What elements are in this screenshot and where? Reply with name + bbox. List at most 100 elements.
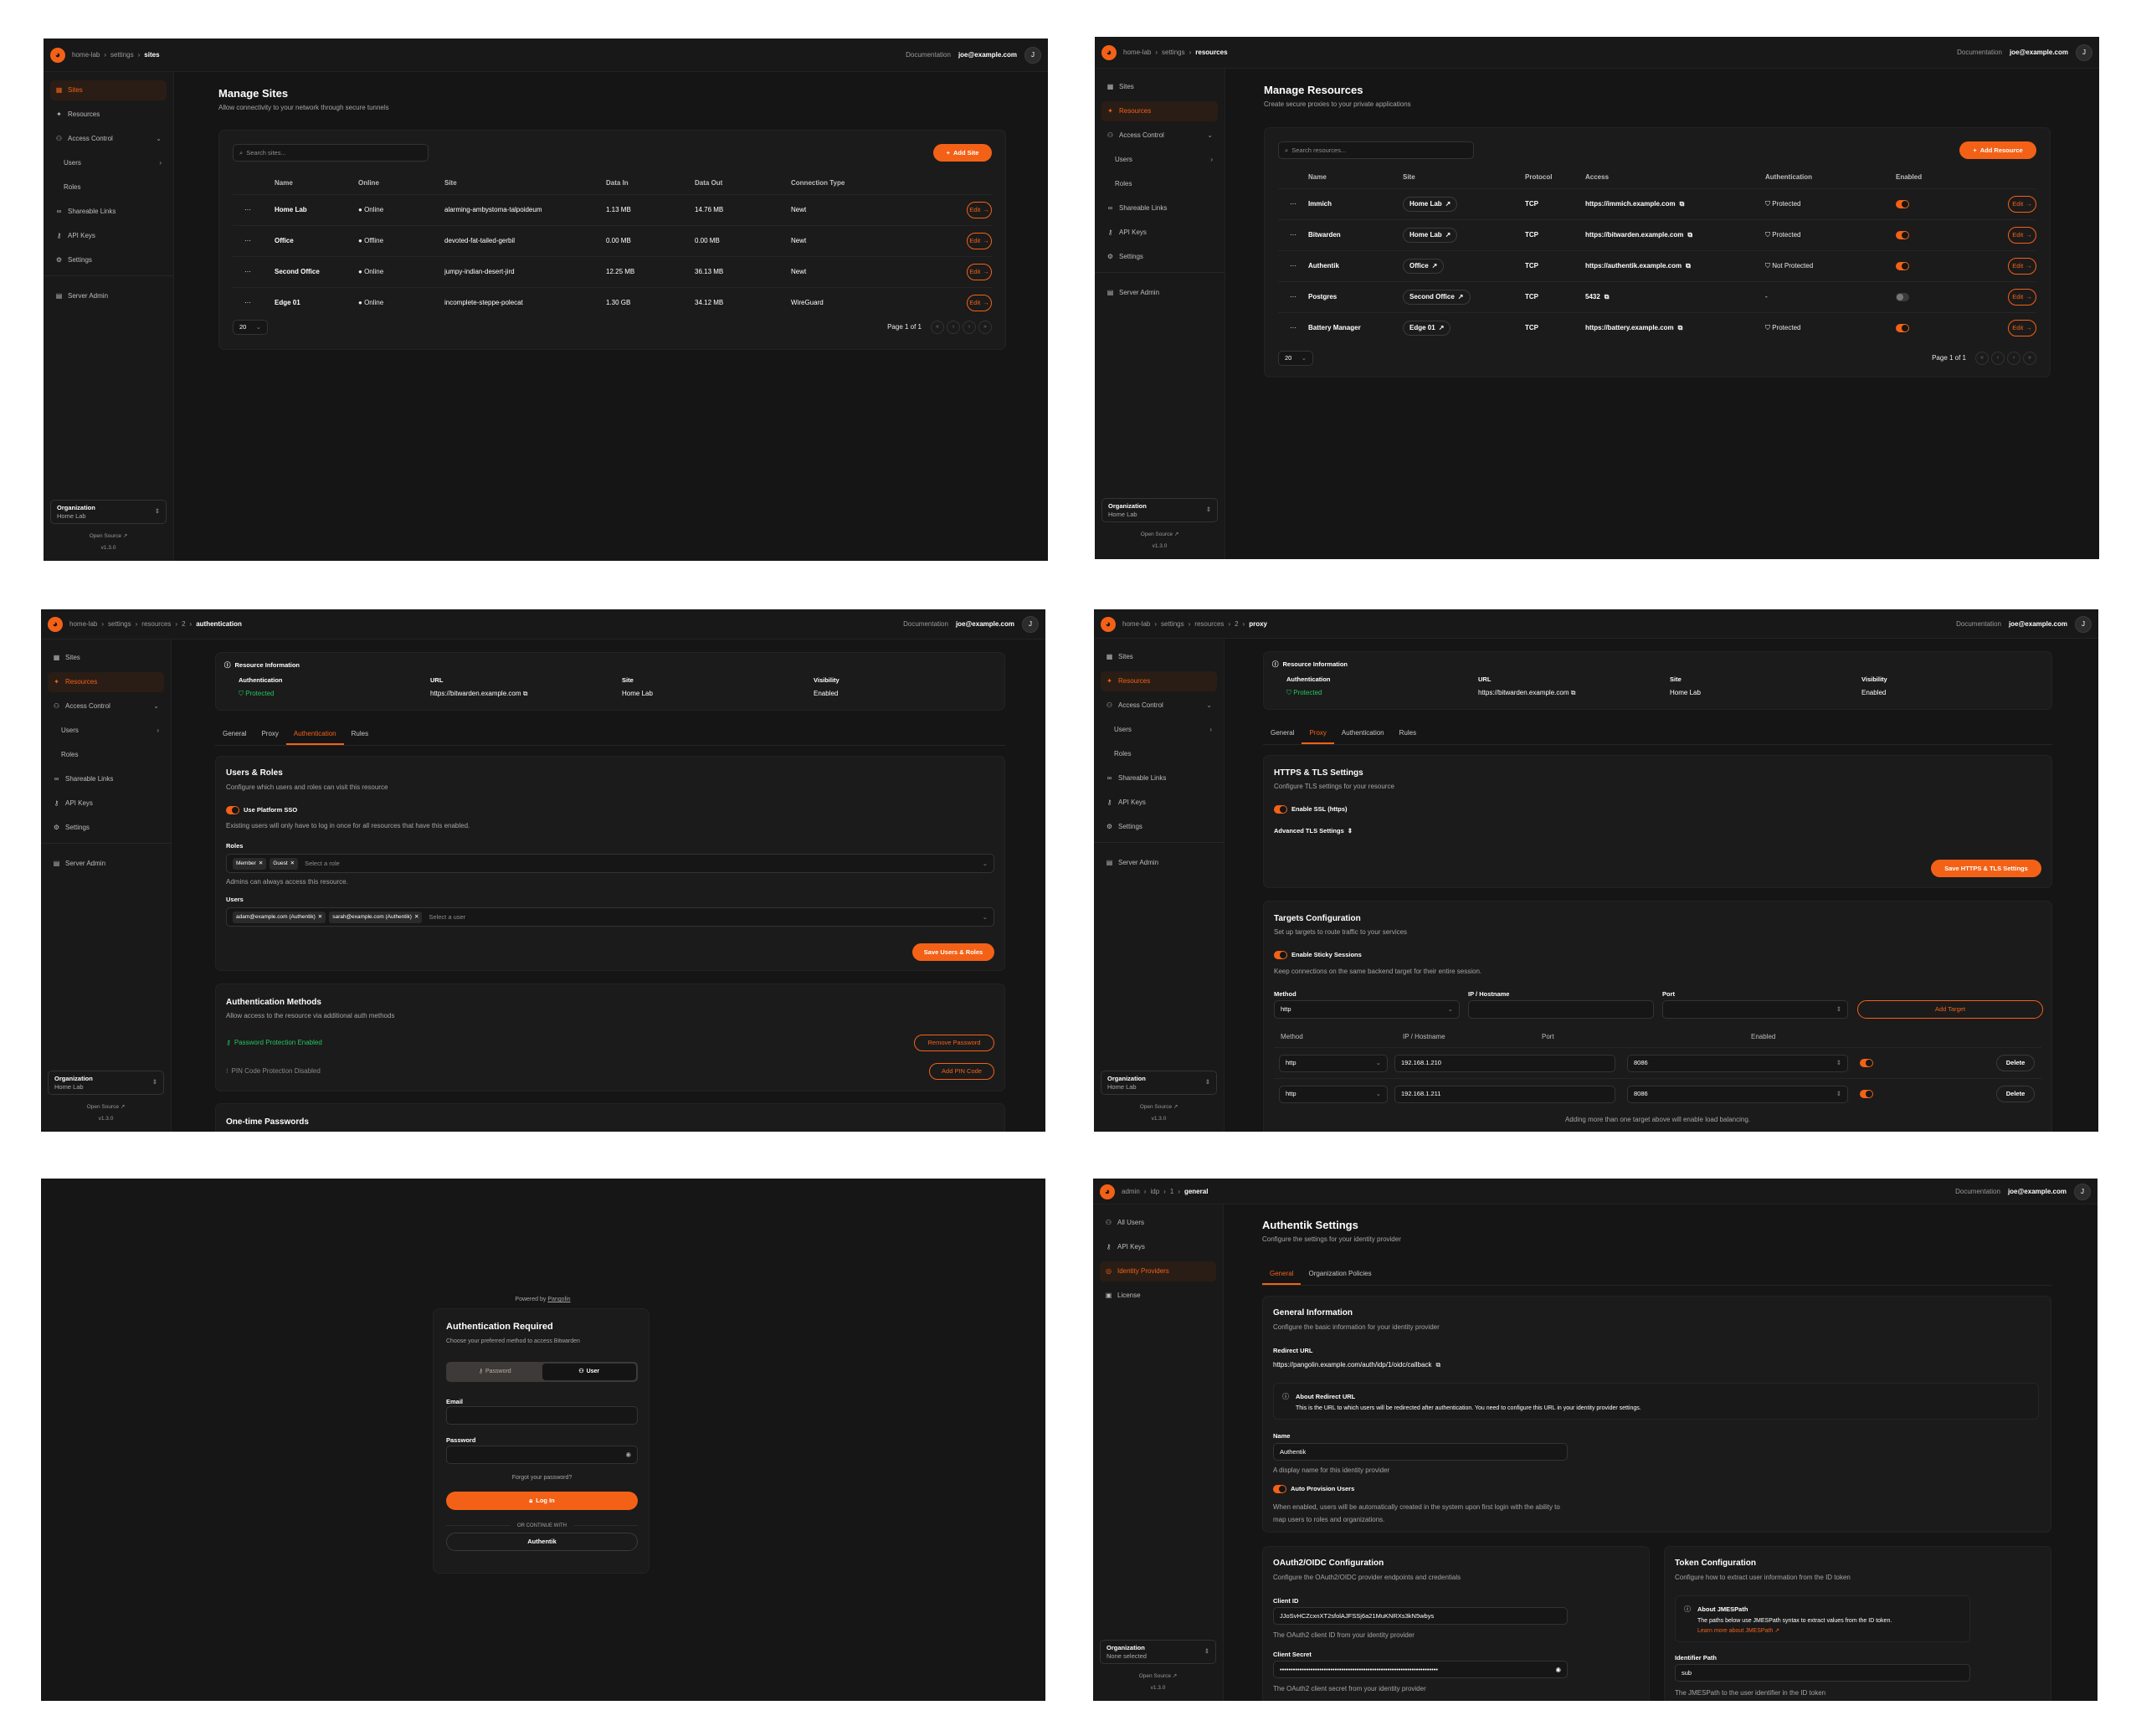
eye-icon[interactable]: ◉: [625, 1451, 631, 1458]
tab-organization-policies[interactable]: Organization Policies: [1308, 1270, 1372, 1277]
avatar[interactable]: J: [2075, 615, 2092, 633]
sidebar-item-resources[interactable]: ✦ Resources: [50, 105, 167, 125]
port-input[interactable]: ⇕: [1662, 1000, 1848, 1019]
user-email[interactable]: joe@example.com: [2008, 619, 2067, 628]
column-header[interactable]: Online: [358, 179, 379, 187]
sidebar-item-identity-providers[interactable]: ◎ Identity Providers: [1100, 1261, 1216, 1281]
documentation-link[interactable]: Documentation: [1957, 49, 2002, 56]
auto-provision-toggle[interactable]: [1273, 1485, 1286, 1493]
first-page-icon[interactable]: «: [931, 321, 944, 334]
page-size-select[interactable]: 20 ⌄: [233, 320, 268, 335]
copy-icon[interactable]: ⧉: [1677, 324, 1683, 331]
enabled-toggle[interactable]: [1896, 199, 1909, 208]
remove-password-button[interactable]: Remove Password: [914, 1035, 994, 1051]
remove-tag-icon[interactable]: ✕: [317, 913, 323, 920]
tab-proxy[interactable]: Proxy: [261, 730, 279, 737]
delete-target-button[interactable]: Delete: [1996, 1086, 2035, 1102]
copy-icon[interactable]: ⧉: [1679, 200, 1685, 208]
user-email[interactable]: joe@example.com: [2009, 49, 2068, 56]
sidebar-item-users[interactable]: Users ›: [1101, 150, 1218, 170]
add-pin-button[interactable]: Add PIN Code: [929, 1063, 994, 1080]
platform-sso-toggle[interactable]: [226, 806, 239, 814]
edit-button[interactable]: Edit →: [967, 233, 992, 249]
add-target-button[interactable]: Add Target: [1857, 1000, 2043, 1019]
organization-selector[interactable]: Organization Home Lab ⇕: [1101, 1071, 1217, 1095]
ip-input[interactable]: 192.168.1.211: [1394, 1085, 1615, 1103]
sidebar-item-api-keys[interactable]: ⚷ API Keys: [1100, 1237, 1216, 1257]
edit-button[interactable]: Edit →: [967, 295, 992, 311]
enabled-toggle[interactable]: [1896, 230, 1909, 239]
site-link[interactable]: Home Lab ↗: [1403, 197, 1458, 212]
breadcrumb-item[interactable]: resources: [1194, 619, 1225, 628]
ip-input[interactable]: 192.168.1.210: [1394, 1054, 1615, 1072]
sidebar-item-users[interactable]: Users ›: [48, 721, 164, 741]
edit-button[interactable]: Edit →: [2008, 289, 2036, 306]
breadcrumb-item[interactable]: admin: [1122, 1187, 1140, 1195]
remove-tag-icon[interactable]: ✕: [258, 860, 264, 866]
ssl-toggle[interactable]: [1274, 805, 1287, 814]
edit-button[interactable]: Edit →: [2008, 227, 2036, 244]
identifier-path-input[interactable]: sub: [1675, 1664, 1970, 1682]
prev-page-icon[interactable]: ‹: [947, 321, 960, 334]
breadcrumb-item[interactable]: 2: [182, 620, 186, 628]
open-source-link[interactable]: Open Source ↗: [44, 531, 173, 542]
logo[interactable]: ◕: [1101, 45, 1117, 60]
advanced-tls-toggle[interactable]: Advanced TLS Settings ⇕: [1274, 827, 1353, 835]
sidebar-item-access-control[interactable]: ⚇ Access Control ⌄: [1101, 696, 1217, 716]
sidebar-item-server-admin[interactable]: ▤ Server Admin: [48, 854, 164, 874]
documentation-link[interactable]: Documentation: [906, 51, 951, 59]
column-header[interactable]: Name: [275, 179, 293, 187]
sidebar-item-settings[interactable]: ⚙ Settings: [1101, 247, 1218, 267]
column-header[interactable]: Connection Type: [791, 179, 845, 187]
row-actions-icon[interactable]: ···: [244, 268, 251, 275]
user-email[interactable]: joe@example.com: [955, 620, 1014, 628]
logo[interactable]: ◕: [50, 48, 65, 63]
breadcrumb-item[interactable]: home-lab: [1123, 49, 1152, 56]
sidebar-item-users[interactable]: Users ›: [1101, 720, 1217, 740]
column-header[interactable]: Data In: [606, 179, 629, 187]
save-users-roles-button[interactable]: Save Users & Roles: [912, 943, 994, 961]
sidebar-item-settings[interactable]: ⚙ Settings: [50, 250, 167, 270]
email-field[interactable]: [446, 1406, 638, 1425]
remove-tag-icon[interactable]: ✕: [290, 860, 295, 866]
sidebar-item-api-keys[interactable]: ⚷ API Keys: [50, 226, 167, 246]
documentation-link[interactable]: Documentation: [1955, 1187, 2000, 1195]
password-field[interactable]: ◉: [446, 1446, 638, 1464]
sidebar-item-settings[interactable]: ⚙ Settings: [1101, 817, 1217, 837]
sidebar-item-access-control[interactable]: ⚇ Access Control ⌄: [50, 129, 167, 149]
copy-icon[interactable]: ⧉: [1435, 1361, 1441, 1369]
users-select[interactable]: adam@example.com (Authentik) ✕ sarah@examp…: [226, 907, 994, 927]
add-resource-button[interactable]: + Add Resource: [1959, 141, 2036, 159]
sidebar-item-shareable-links[interactable]: ∞ Shareable Links: [1101, 768, 1217, 788]
breadcrumb-item[interactable]: settings: [108, 620, 131, 628]
tab-general[interactable]: General: [1271, 729, 1295, 737]
breadcrumb-item[interactable]: settings: [1161, 619, 1184, 628]
site-link[interactable]: Edge 01 ↗: [1403, 321, 1451, 336]
pangolin-link[interactable]: Pangolin: [547, 1297, 571, 1302]
sidebar-item-roles[interactable]: Roles: [48, 745, 164, 765]
logo[interactable]: ◕: [48, 617, 63, 632]
port-input[interactable]: 8086 ⇕: [1627, 1054, 1848, 1072]
open-source-link[interactable]: Open Source ↗: [1094, 1102, 1224, 1113]
tab-authentication[interactable]: Authentication: [1341, 729, 1384, 737]
roles-select[interactable]: Member ✕ Guest ✕ Select a role ⌄: [226, 854, 994, 873]
sidebar-item-api-keys[interactable]: ⚷ API Keys: [1101, 223, 1218, 243]
row-actions-icon[interactable]: ···: [244, 237, 251, 244]
tab-rules[interactable]: Rules: [1399, 729, 1417, 737]
edit-button[interactable]: Edit →: [967, 264, 992, 280]
remove-tag-icon[interactable]: ✕: [413, 913, 419, 920]
avatar[interactable]: J: [1022, 616, 1039, 633]
organization-selector[interactable]: Organization Home Lab ⇕: [50, 500, 167, 524]
sidebar-item-resources[interactable]: ✦ Resources: [1101, 101, 1218, 121]
breadcrumb-item[interactable]: resources: [141, 620, 172, 628]
copy-icon[interactable]: ⧉: [1604, 293, 1610, 300]
avatar[interactable]: J: [2074, 1183, 2091, 1200]
sidebar-item-settings[interactable]: ⚙ Settings: [48, 818, 164, 838]
row-actions-icon[interactable]: ···: [1290, 324, 1296, 331]
login-button[interactable]: 🔒︎ Log In: [446, 1492, 638, 1510]
client-id-input[interactable]: JJoSvHCZcxnXT2sfolAJFSSj6a21MuKNRXs3kN5w…: [1273, 1607, 1568, 1625]
delete-target-button[interactable]: Delete: [1996, 1055, 2035, 1071]
breadcrumb-item[interactable]: home-lab: [1122, 619, 1151, 628]
sidebar-item-server-admin[interactable]: ▤ Server Admin: [1101, 283, 1218, 303]
logo[interactable]: ◕: [1101, 616, 1116, 632]
